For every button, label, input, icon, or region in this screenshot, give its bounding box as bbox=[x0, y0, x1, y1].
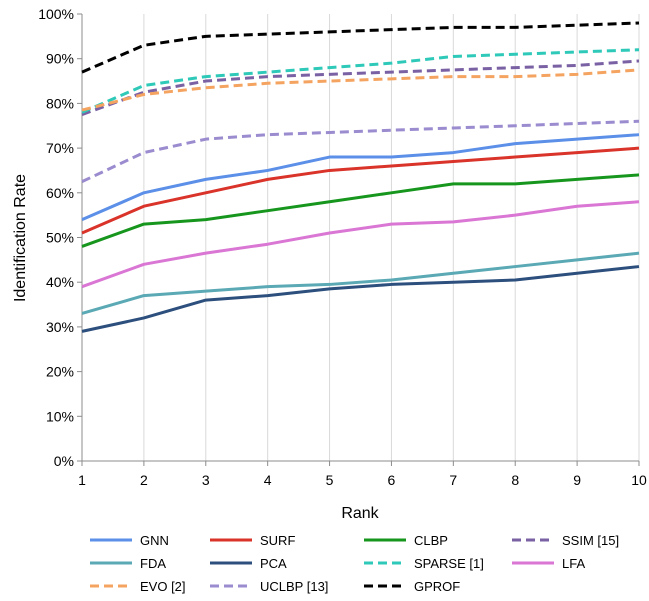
series-line-fda bbox=[81, 251, 640, 315]
series-line-evo-2 bbox=[81, 68, 640, 112]
series-line-surf bbox=[81, 146, 640, 235]
y-tick-labels: 0% 10% 20% 30% 40% 50% 60% 70% 80% 90% 100% bbox=[38, 6, 74, 469]
series-line-uclbp-13 bbox=[81, 119, 640, 183]
x-tick-label: 1 bbox=[78, 472, 86, 488]
legend-label: SSIM [15] bbox=[562, 533, 619, 548]
legend-label: SURF bbox=[260, 533, 295, 548]
series-lines bbox=[81, 21, 640, 333]
series-line-lfa bbox=[81, 200, 640, 289]
legend-label: UCLBP [13] bbox=[260, 579, 328, 594]
x-tick-label: 10 bbox=[631, 472, 647, 488]
legend-label: GNN bbox=[140, 533, 169, 548]
legend: GNN SURF CLBP SSIM [15] FDA PCA SPARSE [1] LFA E… bbox=[90, 533, 619, 594]
legend-item-ssim-15: SSIM [15] bbox=[512, 533, 619, 548]
legend-item-evo-2: EVO [2] bbox=[90, 579, 186, 594]
legend-item-gprof: GPROF bbox=[364, 579, 460, 594]
series-line-gnn bbox=[81, 133, 640, 221]
legend-item-surf: SURF bbox=[210, 533, 295, 548]
legend-item-lfa: LFA bbox=[512, 556, 585, 571]
y-tick-label: 30% bbox=[46, 319, 74, 335]
legend-item-fda: FDA bbox=[90, 556, 166, 571]
x-tick-label: 4 bbox=[264, 472, 272, 488]
y-tick-label: 20% bbox=[46, 364, 74, 380]
legend-label: SPARSE [1] bbox=[414, 556, 484, 571]
x-axis-title: Rank bbox=[341, 505, 379, 522]
x-tick-label: 2 bbox=[140, 472, 148, 488]
x-tick-labels: 1 2 3 4 5 6 7 8 9 10 bbox=[78, 472, 647, 488]
x-tick-label: 6 bbox=[388, 472, 396, 488]
x-tick-label: 7 bbox=[449, 472, 457, 488]
y-tick-label: 100% bbox=[38, 6, 74, 22]
y-tick-label: 80% bbox=[46, 95, 74, 111]
y-tick-label: 50% bbox=[46, 230, 74, 246]
x-tick-label: 5 bbox=[326, 472, 334, 488]
legend-label: LFA bbox=[562, 556, 585, 571]
x-tick-label: 3 bbox=[202, 472, 210, 488]
y-axis-title: Identification Rate bbox=[12, 174, 29, 302]
legend-item-gnn: GNN bbox=[90, 533, 169, 548]
y-tick-label: 60% bbox=[46, 185, 74, 201]
x-tick-label: 8 bbox=[511, 472, 519, 488]
legend-label: GPROF bbox=[414, 579, 460, 594]
legend-label: EVO [2] bbox=[140, 579, 186, 594]
legend-label: FDA bbox=[140, 556, 166, 571]
y-tick-label: 40% bbox=[46, 274, 74, 290]
legend-item-clbp: CLBP bbox=[364, 533, 448, 548]
series-line-gprof bbox=[81, 21, 640, 74]
legend-item-sparse-1: SPARSE [1] bbox=[364, 556, 484, 571]
y-tick-label: 0% bbox=[54, 453, 74, 469]
y-tick-label: 10% bbox=[46, 408, 74, 424]
series-line-ssim-15 bbox=[81, 59, 640, 116]
legend-item-pca: PCA bbox=[210, 556, 287, 571]
series-line-pca bbox=[81, 265, 640, 333]
y-tick-label: 90% bbox=[46, 51, 74, 67]
axes bbox=[77, 13, 640, 466]
legend-label: CLBP bbox=[414, 533, 448, 548]
series-line-clbp bbox=[81, 173, 640, 248]
legend-item-uclbp-13: UCLBP [13] bbox=[210, 579, 328, 594]
y-tick-label: 70% bbox=[46, 140, 74, 156]
legend-label: PCA bbox=[260, 556, 287, 571]
series-line-sparse-1 bbox=[81, 48, 640, 114]
x-tick-label: 9 bbox=[573, 472, 581, 488]
